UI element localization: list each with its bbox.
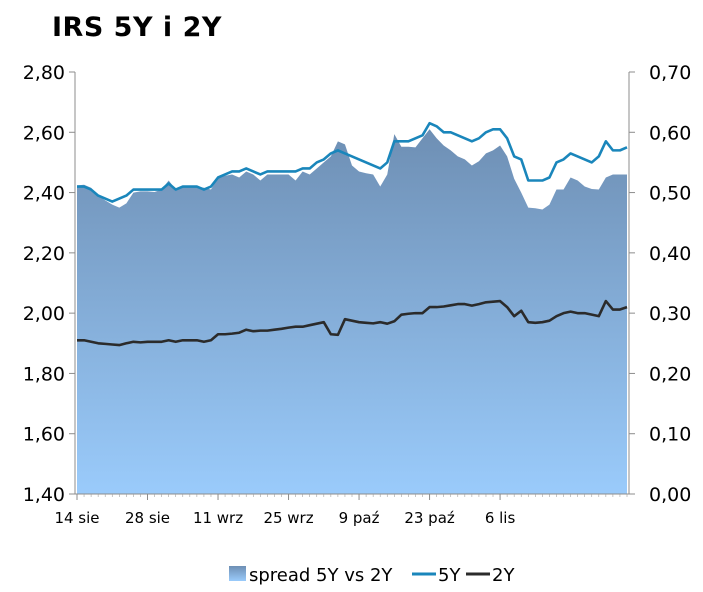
y-left-tick-label: 1,60 xyxy=(23,424,65,446)
y-right-tick-label: 0,50 xyxy=(649,183,691,205)
chart-title: IRS 5Y i 2Y xyxy=(52,12,222,43)
axes: 1,40 1,60 1,80 2,00 2,20 2,40 2,60 2,80 0,00 0,10… xyxy=(23,62,692,527)
x-tick-label: 9 paź xyxy=(339,509,380,527)
y-left-tick-label: 2,60 xyxy=(23,122,65,144)
x-tick-label: 25 wrz xyxy=(263,509,313,527)
x-tick-label: 14 sie xyxy=(54,509,99,527)
y-left-tick-label: 1,40 xyxy=(23,484,65,506)
y-right-tick-label: 0,20 xyxy=(649,363,691,385)
series-spread-area xyxy=(77,129,627,494)
x-tick-label: 11 wrz xyxy=(193,509,243,527)
y-left-tick-label: 2,40 xyxy=(23,183,65,205)
y-left-tick-label: 2,00 xyxy=(23,303,65,325)
y-right-tick-label: 0,40 xyxy=(649,243,691,265)
y-left-tick-label: 1,80 xyxy=(23,363,65,385)
x-tick-label: 28 sie xyxy=(125,509,170,527)
y-right-tick-label: 0,10 xyxy=(649,424,691,446)
legend: spread 5Y vs 2Y 5Y 2Y xyxy=(229,565,515,586)
y-left-tick-label: 2,80 xyxy=(23,62,65,84)
series-5y-line xyxy=(77,121,628,203)
y-right-tick-label: 0,00 xyxy=(649,484,691,506)
y-right-tick-label: 0,30 xyxy=(649,303,691,325)
x-tick-label: 6 lis xyxy=(485,509,516,527)
y-right-tick-label: 0,60 xyxy=(649,122,691,144)
legend-label-2y: 2Y xyxy=(492,565,515,586)
plot-area xyxy=(77,121,628,494)
y-left-tick-label: 2,20 xyxy=(23,243,65,265)
legend-label-spread: spread 5Y vs 2Y xyxy=(249,565,393,586)
legend-swatch-spread xyxy=(229,566,246,581)
y-right-tick-label: 0,70 xyxy=(649,62,691,84)
x-tick-label: 23 paź xyxy=(404,509,455,527)
legend-label-5y: 5Y xyxy=(438,565,461,586)
series-2y-line xyxy=(77,299,628,347)
